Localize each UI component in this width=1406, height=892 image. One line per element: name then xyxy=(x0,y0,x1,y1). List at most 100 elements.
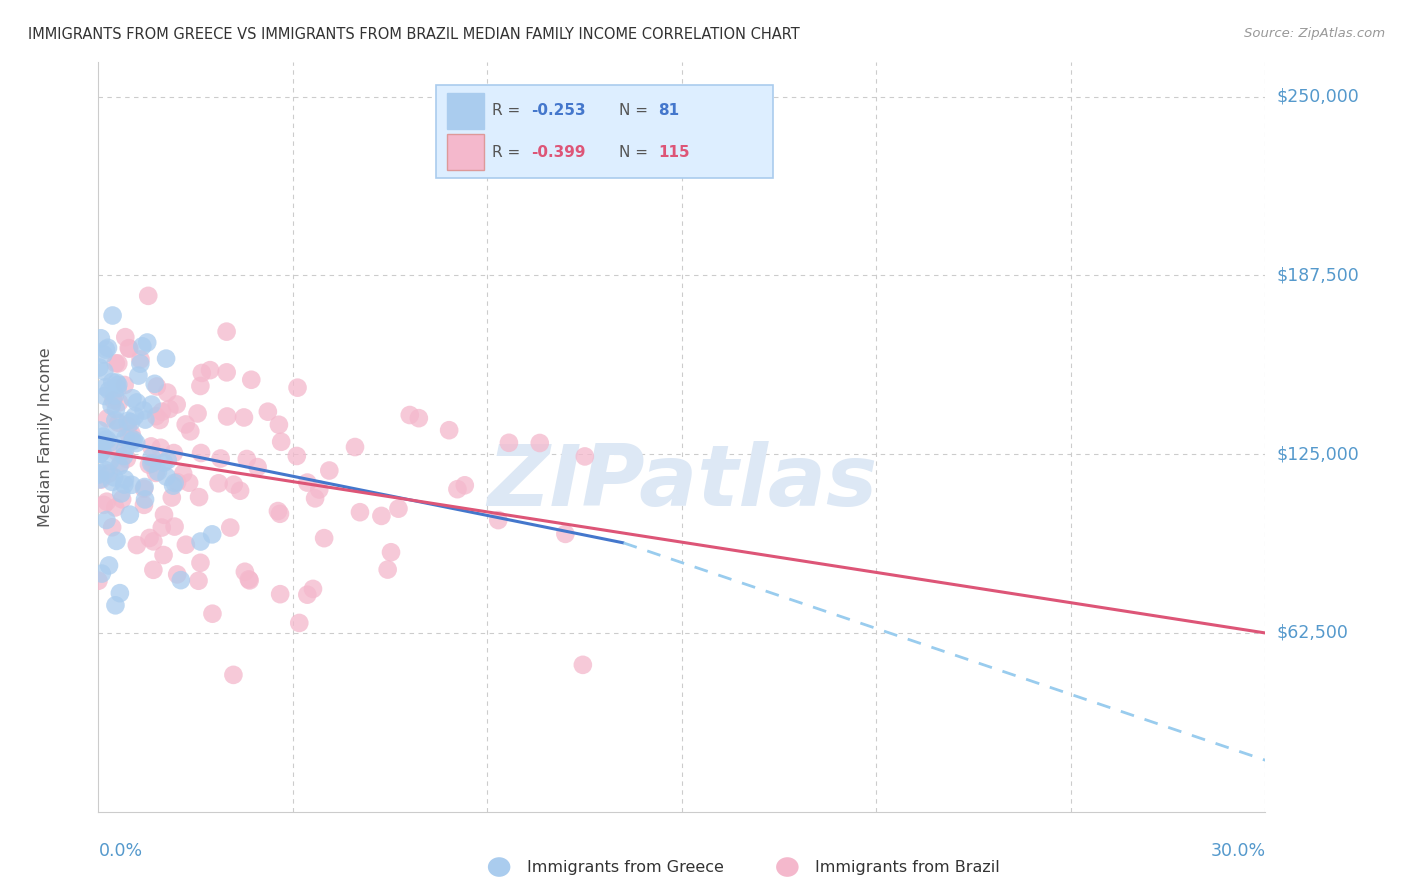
Point xyxy=(110,456,132,470)
Point xyxy=(267,417,290,432)
Text: 0.0%: 0.0% xyxy=(98,842,142,860)
Point xyxy=(209,451,232,466)
Point xyxy=(87,442,110,456)
Point xyxy=(97,341,120,355)
Point xyxy=(94,343,117,357)
Point xyxy=(163,446,186,460)
Point xyxy=(190,556,212,570)
Point xyxy=(131,339,153,353)
Point xyxy=(98,558,121,573)
Point xyxy=(112,477,135,491)
Point xyxy=(486,513,509,527)
Point xyxy=(122,433,145,447)
Point xyxy=(437,423,460,437)
Point xyxy=(380,545,402,559)
Point xyxy=(201,527,224,541)
Point xyxy=(134,480,156,494)
Point xyxy=(408,411,430,425)
Text: R =: R = xyxy=(492,103,526,119)
Point xyxy=(93,364,115,378)
Point xyxy=(108,459,131,474)
Point xyxy=(190,379,212,393)
Point xyxy=(89,447,111,461)
Point xyxy=(94,389,117,403)
Point xyxy=(257,405,280,419)
Point xyxy=(89,467,111,481)
Point xyxy=(96,433,118,447)
Point xyxy=(98,467,121,481)
Point xyxy=(138,458,160,472)
Point xyxy=(89,446,111,460)
Point xyxy=(118,508,141,522)
Point xyxy=(107,445,129,459)
Point xyxy=(105,533,128,548)
Point xyxy=(104,388,127,402)
Point xyxy=(136,335,159,350)
Point xyxy=(142,456,165,470)
Point xyxy=(270,434,292,449)
Point xyxy=(318,463,340,477)
Point xyxy=(141,457,163,471)
Point xyxy=(297,588,319,602)
Point xyxy=(134,412,156,426)
Point xyxy=(285,449,308,463)
Point xyxy=(142,534,165,549)
Point xyxy=(141,450,163,465)
Point xyxy=(222,477,245,491)
Point xyxy=(155,469,177,483)
Point xyxy=(207,476,229,491)
Point xyxy=(89,360,111,375)
Point xyxy=(236,452,259,467)
Point xyxy=(149,413,172,427)
Point xyxy=(104,413,127,427)
Text: $62,500: $62,500 xyxy=(1277,624,1348,642)
Point xyxy=(142,563,165,577)
Point xyxy=(215,365,238,379)
Point xyxy=(96,494,118,508)
Point xyxy=(125,538,148,552)
Text: $250,000: $250,000 xyxy=(1277,87,1360,106)
Point xyxy=(93,498,115,512)
Text: -0.253: -0.253 xyxy=(531,103,586,119)
Point xyxy=(98,435,121,450)
Point xyxy=(89,424,111,438)
Point xyxy=(103,470,125,484)
Point xyxy=(107,421,129,435)
Point xyxy=(150,405,173,419)
Point xyxy=(349,505,371,519)
Point xyxy=(554,527,576,541)
Point xyxy=(287,381,309,395)
Point xyxy=(454,478,477,492)
Point xyxy=(190,446,212,460)
Point xyxy=(377,563,399,577)
Text: R =: R = xyxy=(492,145,526,160)
Point xyxy=(574,450,596,464)
Point xyxy=(187,407,209,421)
Point xyxy=(132,403,155,417)
Point xyxy=(101,309,124,323)
Point xyxy=(104,599,127,613)
Point xyxy=(153,508,176,522)
Point xyxy=(174,538,197,552)
Point xyxy=(269,507,291,521)
Point xyxy=(118,428,141,442)
Text: 81: 81 xyxy=(658,103,679,119)
Point xyxy=(156,385,179,400)
Point xyxy=(529,436,551,450)
Point xyxy=(118,341,141,355)
Point xyxy=(233,410,256,425)
Point xyxy=(446,482,468,496)
Point xyxy=(91,444,114,458)
Point xyxy=(87,467,110,482)
Point xyxy=(121,391,143,405)
Point xyxy=(201,607,224,621)
Point xyxy=(162,478,184,492)
Point xyxy=(288,615,311,630)
Point xyxy=(121,477,143,491)
Point xyxy=(114,443,136,458)
Point xyxy=(188,490,211,504)
Point xyxy=(98,384,121,398)
Point xyxy=(269,587,291,601)
Point xyxy=(179,475,201,490)
Point xyxy=(96,411,118,425)
